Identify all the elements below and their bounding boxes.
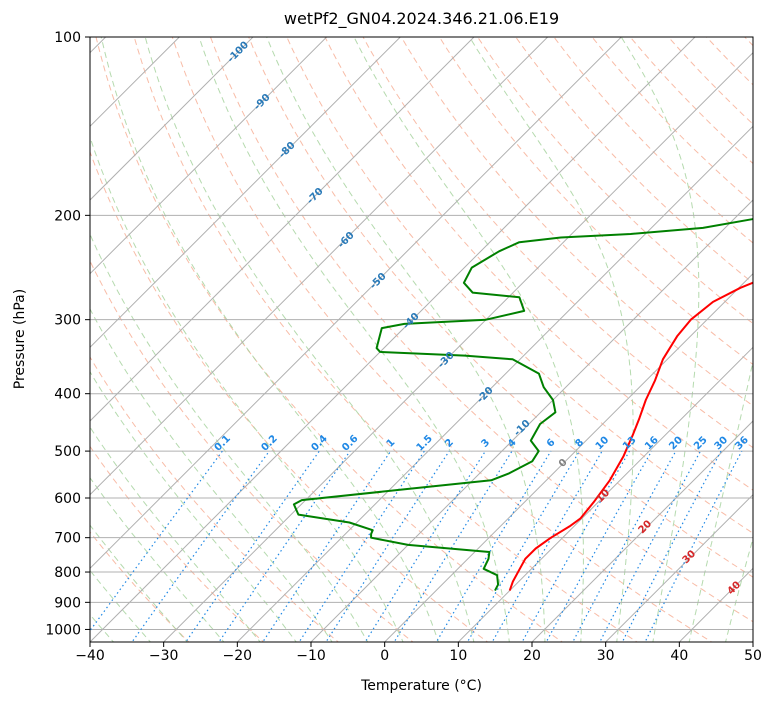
isotherm xyxy=(162,51,753,642)
x-tick-label: −30 xyxy=(149,648,179,664)
isotherm xyxy=(752,641,753,642)
isotherm xyxy=(90,37,475,422)
chart-title: wetPf2_GN04.2024.346.21.06.E19 xyxy=(283,9,560,28)
y-tick-label: 1000 xyxy=(45,622,81,638)
x-tick-label: 40 xyxy=(670,648,688,664)
x-tick-label: −20 xyxy=(223,648,253,664)
mixing-ratio-line xyxy=(491,450,603,642)
mixing-ratio-line xyxy=(521,450,631,642)
isotherm xyxy=(0,24,45,645)
mixing-ratio-line xyxy=(298,450,425,642)
mixing-ratio-line xyxy=(644,450,743,642)
mixing-ratio-line xyxy=(90,450,223,632)
y-tick-label: 200 xyxy=(54,208,81,224)
isotherm xyxy=(90,37,696,642)
isotherm xyxy=(236,125,753,642)
mixing-ratio-line xyxy=(621,450,722,642)
background-lines xyxy=(0,24,775,645)
isotherm xyxy=(90,37,254,201)
mixing-ratio-line xyxy=(435,450,552,642)
dry-adiabat xyxy=(90,259,414,642)
moist-adiabat xyxy=(90,232,369,642)
isotherm xyxy=(90,37,549,496)
dewpoint-profile xyxy=(292,217,753,592)
x-tick-label: 30 xyxy=(597,648,615,664)
y-tick-label: 600 xyxy=(54,491,81,507)
dry-adiabat xyxy=(770,24,775,645)
y-tick-label: 800 xyxy=(54,565,81,581)
dry-adiabat xyxy=(90,150,489,642)
y-tick-label: 500 xyxy=(54,444,81,460)
x-tick-label: 10 xyxy=(449,648,467,664)
mixing-ratio-line xyxy=(262,450,392,642)
mixing-ratio-line xyxy=(393,450,513,642)
isotherm xyxy=(531,420,753,642)
mixing-ratio-line xyxy=(466,450,580,642)
isotherm xyxy=(90,37,402,349)
mixing-ratio-line xyxy=(325,450,450,642)
isotherm xyxy=(457,346,753,642)
isotherm xyxy=(604,493,753,642)
isotherm xyxy=(90,37,623,570)
axis-ticks: −40 −30 −20 −10 0 10 20 30 40 50 100 200 300 400 500 60… xyxy=(45,30,762,664)
mixing-ratio-line xyxy=(364,450,486,642)
mixing-ratio-line xyxy=(218,450,351,642)
y-tick-label: 700 xyxy=(54,531,81,547)
x-tick-label: −10 xyxy=(296,648,326,664)
plot-frame xyxy=(89,36,754,643)
temperature-profile xyxy=(508,281,753,591)
isotherm xyxy=(90,37,328,275)
profiles xyxy=(292,217,753,592)
y-tick-label: 300 xyxy=(54,313,81,329)
x-tick-label: 20 xyxy=(523,648,541,664)
x-tick-label: −40 xyxy=(75,648,105,664)
plot-background xyxy=(90,37,753,642)
x-tick-label: 0 xyxy=(380,648,389,664)
y-tick-label: 900 xyxy=(54,595,81,611)
isotherm xyxy=(383,272,753,642)
y-tick-label: 100 xyxy=(54,30,81,46)
x-tick-label: 50 xyxy=(744,648,762,664)
isotherm xyxy=(310,199,753,642)
y-tick-label: 400 xyxy=(54,387,81,403)
x-axis-label: Temperature (°C) xyxy=(361,678,482,694)
